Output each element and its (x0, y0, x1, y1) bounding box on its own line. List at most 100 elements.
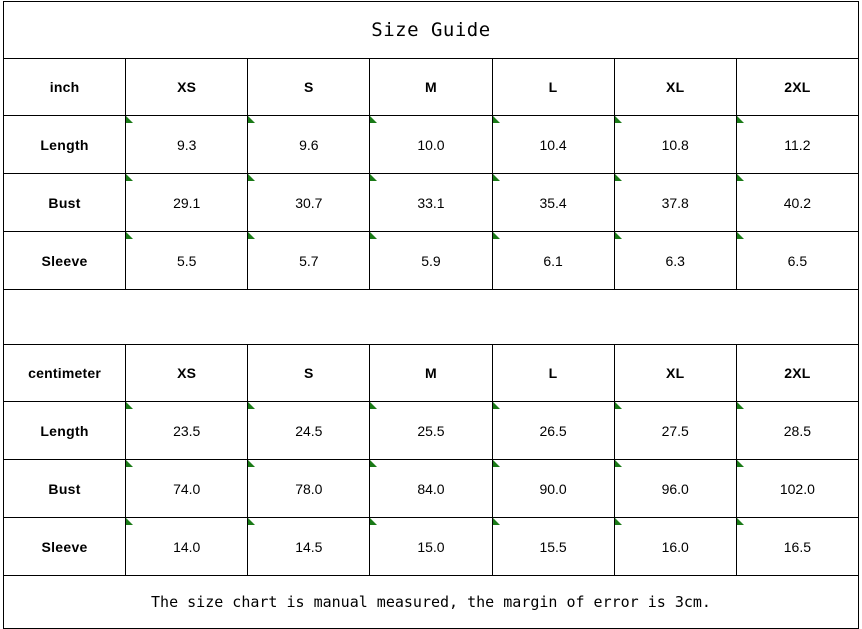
measure-label-length-cm: Length (2, 401, 127, 460)
size-header-xs: XS (125, 58, 249, 116)
comment-marker-icon (492, 460, 500, 467)
size-header-2xl: 2XL (735, 58, 860, 116)
cell-value: 84.0 (417, 480, 445, 497)
cell-bust-cm-m: 84.0 (369, 459, 493, 518)
cell-sleeve-inch-2xl: 6.5 (735, 231, 860, 290)
cell-length-cm-s: 24.5 (247, 401, 371, 460)
cell-value: 26.5 (539, 422, 567, 439)
cell-sleeve-cm-s: 14.5 (247, 517, 371, 576)
cell-value: 15.0 (417, 538, 445, 555)
size-header-cm-s: S (247, 344, 371, 402)
comment-marker-icon (126, 174, 134, 181)
comment-marker-icon (614, 460, 622, 467)
cell-value: 6.1 (543, 252, 563, 269)
cell-length-inch-xl: 10.8 (613, 115, 737, 174)
cell-length-inch-s: 9.6 (247, 115, 371, 174)
spacer-row (3, 289, 859, 345)
cell-length-cm-xl: 27.5 (613, 401, 737, 460)
cell-length-cm-2xl: 28.5 (735, 401, 860, 460)
cell-bust-inch-2xl: 40.2 (735, 173, 860, 232)
comment-marker-icon (736, 402, 744, 409)
comment-marker-icon (736, 174, 744, 181)
comment-marker-icon (736, 460, 744, 467)
comment-marker-icon (248, 232, 256, 239)
size-header-l: L (491, 58, 615, 116)
cell-value: 33.1 (417, 194, 445, 211)
header-row-inch: inch XS S M L XL 2XL (2, 58, 860, 116)
title-row: Size Guide (3, 1, 859, 59)
measurement-note: The size chart is manual measured, the m… (3, 575, 859, 629)
cell-value: 6.5 (787, 252, 808, 269)
comment-marker-icon (492, 174, 500, 181)
measure-label-bust-cm: Bust (2, 459, 127, 518)
cell-length-inch-l: 10.4 (491, 115, 615, 174)
cell-value: 29.1 (173, 194, 201, 211)
comment-marker-icon (370, 232, 378, 239)
comment-marker-icon (126, 518, 134, 525)
comment-marker-icon (248, 518, 256, 525)
cell-sleeve-cm-xs: 14.0 (125, 517, 249, 576)
cell-value: 27.5 (661, 422, 689, 439)
comment-marker-icon (492, 232, 500, 239)
cell-value: 23.5 (173, 422, 201, 439)
cell-value: 14.5 (295, 538, 323, 555)
comment-marker-icon (248, 174, 256, 181)
comment-marker-icon (370, 116, 378, 123)
size-header-cm-xl: XL (613, 344, 737, 402)
cell-value: 102.0 (779, 480, 815, 497)
cell-sleeve-inch-xl: 6.3 (613, 231, 737, 290)
comment-marker-icon (370, 402, 378, 409)
measure-label-length-inch: Length (2, 115, 127, 174)
measure-label-sleeve-cm: Sleeve (2, 517, 127, 576)
cell-value: 15.5 (539, 538, 567, 555)
comment-marker-icon (248, 460, 256, 467)
measure-label-bust-inch: Bust (2, 173, 127, 232)
table-row: Bust 29.1 30.7 33.1 35.4 37.8 40.2 (2, 173, 860, 232)
cell-length-cm-l: 26.5 (491, 401, 615, 460)
cell-value: 10.8 (661, 136, 689, 153)
spacer-cell (3, 289, 859, 345)
cell-bust-inch-xs: 29.1 (125, 173, 249, 232)
cell-length-inch-2xl: 11.2 (735, 115, 860, 174)
comment-marker-icon (614, 174, 622, 181)
cell-bust-cm-xs: 74.0 (125, 459, 249, 518)
table-row: Sleeve 14.0 14.5 15.0 15.5 16.0 16.5 (2, 517, 860, 576)
cell-length-inch-xs: 9.3 (125, 115, 249, 174)
comment-marker-icon (736, 232, 744, 239)
table-row: Bust 74.0 78.0 84.0 90.0 96.0 102.0 (2, 459, 860, 518)
cell-sleeve-cm-l: 15.5 (491, 517, 615, 576)
cell-value: 96.0 (661, 480, 689, 497)
comment-marker-icon (370, 174, 378, 181)
cell-value: 16.0 (661, 538, 689, 555)
cell-value: 90.0 (539, 480, 567, 497)
cell-sleeve-inch-xs: 5.5 (125, 231, 249, 290)
comment-marker-icon (614, 402, 622, 409)
cell-length-inch-m: 10.0 (369, 115, 493, 174)
cell-value: 16.5 (783, 538, 811, 555)
cell-sleeve-inch-s: 5.7 (247, 231, 371, 290)
table-row: Length 9.3 9.6 10.0 10.4 10.8 11.2 (2, 115, 860, 174)
comment-marker-icon (614, 116, 622, 123)
comment-marker-icon (736, 116, 744, 123)
size-header-xl: XL (613, 58, 737, 116)
cell-value: 5.5 (176, 252, 197, 269)
cell-length-cm-xs: 23.5 (125, 401, 249, 460)
header-row-centimeter: centimeter XS S M L XL 2XL (2, 344, 860, 402)
cell-bust-cm-xl: 96.0 (613, 459, 737, 518)
cell-length-cm-m: 25.5 (369, 401, 493, 460)
comment-marker-icon (614, 518, 622, 525)
cell-bust-cm-s: 78.0 (247, 459, 371, 518)
table-row: Sleeve 5.5 5.7 5.9 6.1 6.3 6.5 (2, 231, 860, 290)
comment-marker-icon (492, 116, 500, 123)
table-row: Length 23.5 24.5 25.5 26.5 27.5 28.5 (2, 401, 860, 460)
cell-bust-inch-m: 33.1 (369, 173, 493, 232)
cell-value: 35.4 (539, 194, 567, 211)
cell-sleeve-cm-m: 15.0 (369, 517, 493, 576)
comment-marker-icon (248, 116, 256, 123)
size-header-m: M (369, 58, 493, 116)
cell-bust-cm-l: 90.0 (491, 459, 615, 518)
cell-value: 24.5 (295, 422, 323, 439)
cell-sleeve-inch-l: 6.1 (491, 231, 615, 290)
